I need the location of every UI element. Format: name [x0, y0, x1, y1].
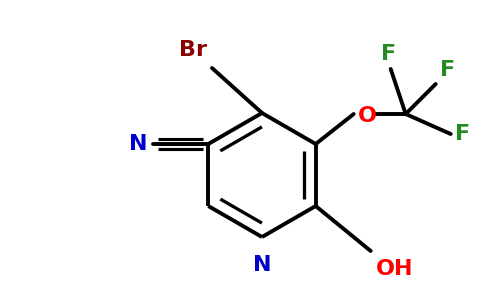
Text: OH: OH	[376, 259, 413, 279]
Text: F: F	[454, 124, 470, 144]
Text: N: N	[129, 134, 147, 154]
Text: F: F	[439, 60, 455, 80]
Text: O: O	[358, 106, 377, 126]
Text: N: N	[253, 255, 271, 275]
Text: F: F	[381, 44, 396, 64]
Text: Br: Br	[179, 40, 207, 60]
